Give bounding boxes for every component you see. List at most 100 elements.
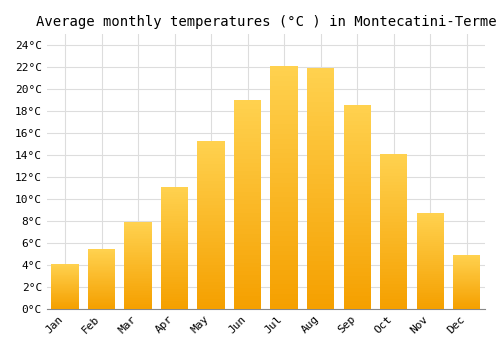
Bar [161,248,188,250]
Bar [198,188,225,191]
Bar [198,228,225,231]
Bar [124,271,152,272]
Bar [88,305,116,306]
Bar [307,261,334,266]
Bar [198,238,225,242]
Bar [234,275,262,280]
Bar [234,271,262,275]
Bar [416,269,444,271]
Bar [380,216,407,219]
Bar [52,290,79,291]
Bar [307,237,334,242]
Bar [270,192,298,197]
Bar [453,296,480,297]
Bar [307,112,334,117]
Bar [161,301,188,304]
Bar [161,287,188,289]
Bar [161,189,188,192]
Bar [416,244,444,246]
Bar [307,184,334,189]
Bar [52,302,79,303]
Bar [416,307,444,309]
Bar [453,273,480,274]
Bar [52,278,79,279]
Bar [124,241,152,243]
Bar [380,154,407,157]
Bar [52,305,79,306]
Bar [198,154,225,158]
Bar [234,284,262,288]
Bar [234,100,262,104]
Bar [88,252,116,253]
Bar [307,179,334,184]
Bar [124,253,152,255]
Bar [88,270,116,271]
Bar [234,192,262,196]
Bar [307,140,334,145]
Bar [270,285,298,289]
Bar [88,281,116,283]
Bar [344,231,371,235]
Bar [453,304,480,306]
Bar [124,236,152,238]
Bar [344,137,371,141]
Bar [124,246,152,248]
Bar [270,207,298,212]
Bar [416,276,444,278]
Bar [344,235,371,239]
Bar [307,145,334,150]
Bar [380,182,407,185]
Bar [307,212,334,217]
Bar [344,190,371,194]
Bar [307,217,334,222]
Bar [161,267,188,270]
Title: Average monthly temperatures (°C ) in Montecatini-Terme: Average monthly temperatures (°C ) in Mo… [36,15,496,29]
Bar [161,282,188,285]
Bar [234,254,262,259]
Bar [234,159,262,163]
Bar [344,203,371,206]
Bar [198,158,225,161]
Bar [52,291,79,292]
Bar [453,302,480,303]
Bar [380,306,407,309]
Bar [234,113,262,117]
Bar [124,238,152,239]
Bar [198,141,225,144]
Bar [198,205,225,208]
Bar [161,280,188,282]
Bar [234,292,262,296]
Bar [234,280,262,284]
Bar [416,240,444,242]
Bar [198,295,225,299]
Bar [234,300,262,304]
Bar [270,129,298,134]
Bar [307,68,334,73]
Bar [161,214,188,216]
Bar [416,271,444,272]
Bar [380,300,407,302]
Bar [52,293,79,294]
Bar [380,275,407,278]
Bar [307,251,334,256]
Bar [52,271,79,272]
Bar [307,193,334,198]
Bar [270,299,298,304]
Bar [270,85,298,90]
Bar [344,129,371,133]
Bar [270,105,298,110]
Bar [234,209,262,213]
Bar [88,274,116,275]
Bar [380,194,407,197]
Bar [453,297,480,298]
Bar [52,274,79,275]
Bar [124,269,152,271]
Bar [453,284,480,285]
Bar [307,275,334,280]
Bar [416,253,444,255]
Bar [52,275,79,276]
Bar [270,173,298,178]
Bar [88,285,116,286]
Bar [161,219,188,221]
Bar [380,228,407,231]
